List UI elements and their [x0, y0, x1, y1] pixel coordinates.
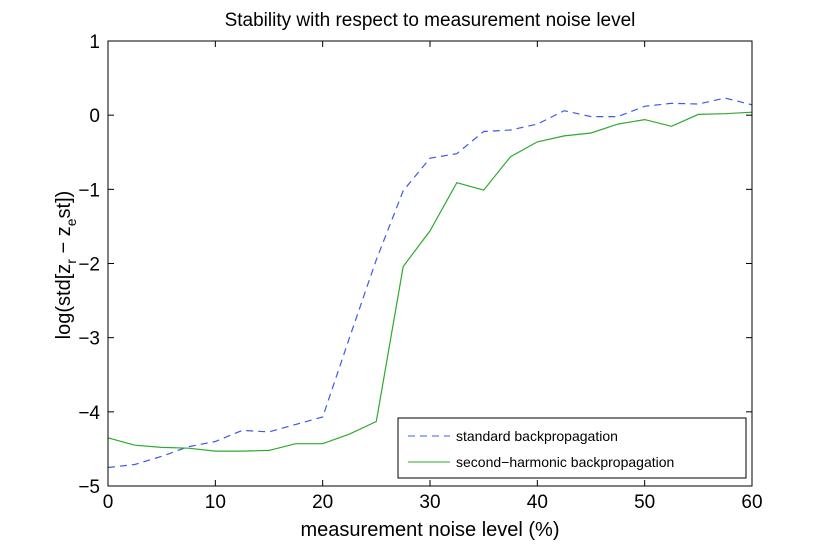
y-axis-label-sub-r: r: [63, 259, 79, 264]
y-axis-label-mid: − z: [53, 226, 75, 259]
y-tick-label: 0: [89, 106, 100, 127]
y-tick-label: −4: [78, 403, 100, 424]
legend-label-standard: standard backpropagation: [456, 428, 618, 444]
x-axis-label: measurement noise level (%): [301, 519, 560, 541]
legend-label-second-harmonic: second−harmonic backpropagation: [456, 454, 674, 470]
y-tick-label: −2: [78, 255, 100, 276]
y-tick-label: −5: [78, 477, 100, 498]
legend-box: [397, 417, 747, 479]
series-line-second-harmonic: [107, 111, 753, 452]
y-tick-label: −3: [78, 329, 100, 350]
y-tick-label: −1: [78, 180, 100, 201]
y-axis-label-sub-e: e: [63, 218, 79, 226]
x-tick-label: 50: [634, 492, 655, 513]
y-tick-label: 1: [89, 32, 100, 53]
chart-title: Stability with respect to measurement no…: [225, 10, 636, 31]
legend: standard backpropagation second−harmonic…: [397, 417, 747, 479]
series-layer: [107, 97, 753, 469]
x-tick-label: 30: [419, 492, 440, 513]
x-tick-label: 60: [741, 492, 762, 513]
x-tick-label: 20: [312, 492, 333, 513]
y-axis-label-tail: st]): [53, 191, 75, 219]
y-axis-label: log(std[zr − zest]): [53, 191, 79, 340]
x-tick-label: 0: [103, 492, 114, 513]
tick-layer: 0 10 20 30 40 50 60 −5 −4 −3 −2 −1 0 1: [78, 32, 762, 513]
y-axis-label-main: log(std[z: [53, 264, 75, 340]
series-line-standard: [107, 97, 753, 469]
x-tick-label: 10: [205, 492, 226, 513]
x-tick-label: 40: [527, 492, 548, 513]
